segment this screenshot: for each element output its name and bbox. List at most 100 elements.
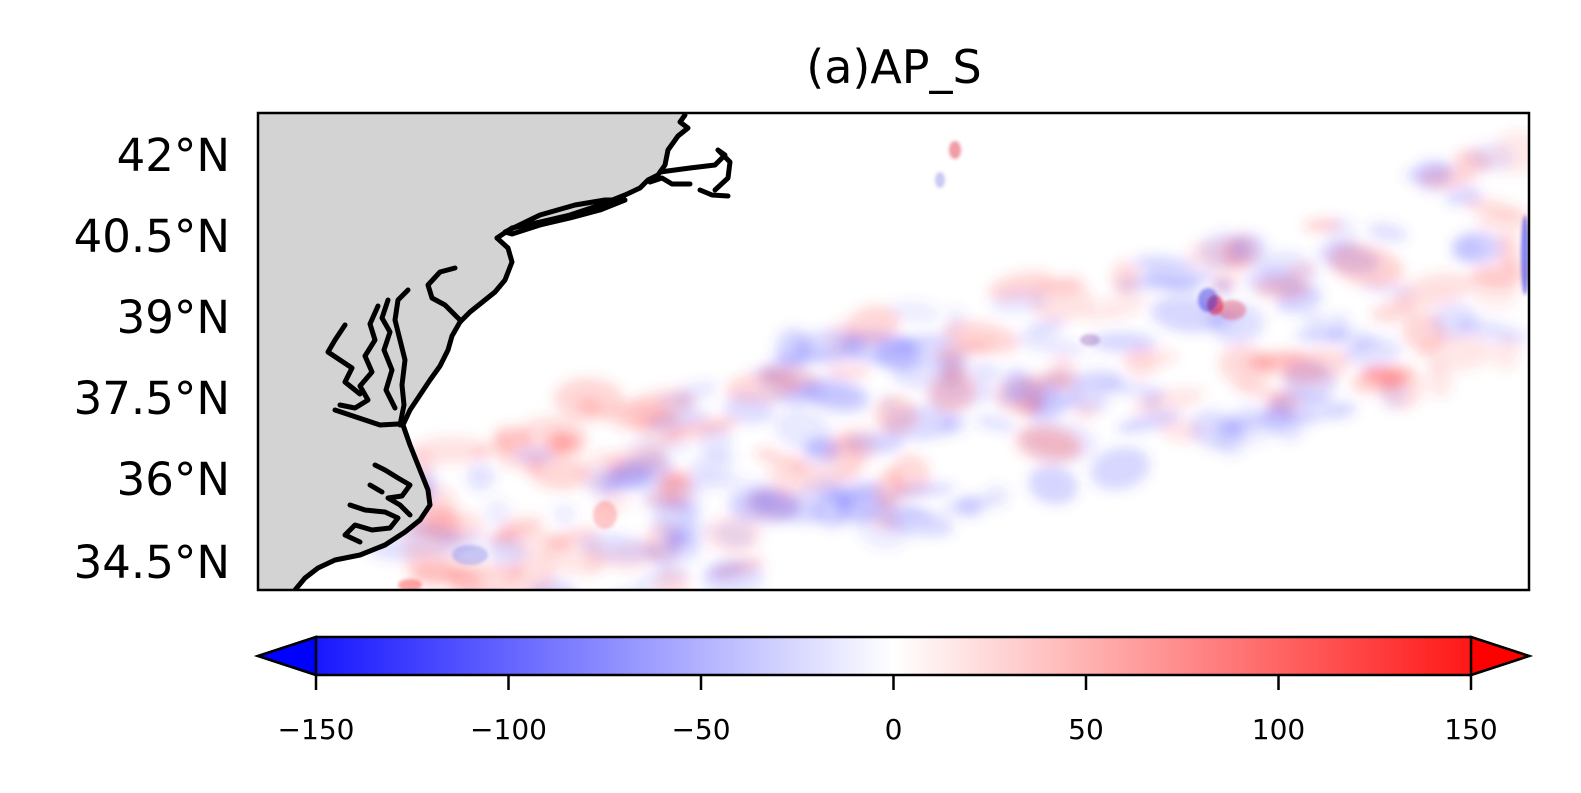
anomaly-patch (1450, 235, 1485, 263)
anomaly-patch (974, 414, 1017, 433)
anomaly-patch (1296, 327, 1372, 341)
anomaly-patch (898, 333, 954, 351)
anomaly-patch (874, 468, 905, 511)
anomaly-patch (413, 436, 491, 465)
anomaly-patch (825, 364, 871, 379)
land-area (258, 113, 688, 590)
colorbar-ticks (314, 675, 1473, 690)
anomaly-patch (556, 593, 580, 621)
anomaly-hotspot (1198, 288, 1218, 312)
map-frame (256, 111, 1531, 592)
anomaly-patch (1328, 243, 1404, 288)
anomaly-patch (516, 453, 544, 474)
anomaly-patch (599, 463, 654, 492)
anomaly-patch (723, 393, 775, 425)
colorbar-extend-low (253, 635, 318, 677)
anomaly-patch (1212, 415, 1274, 432)
anomaly-patch (1089, 332, 1157, 353)
anomaly-patch (446, 563, 526, 586)
anomaly-hotspot (949, 141, 961, 159)
anomaly-patch (1271, 389, 1335, 426)
anomaly-patch (1028, 465, 1078, 505)
anomaly-patch (529, 455, 588, 491)
lat-label-39: 39°N (116, 291, 230, 344)
anomaly-patch (1367, 222, 1408, 243)
anomaly-patch (801, 376, 871, 414)
anomaly-patch (890, 300, 941, 324)
anomaly-patch (506, 555, 557, 590)
anomaly-patch (845, 305, 901, 345)
anomaly-patch (1187, 239, 1246, 272)
anomaly-patch (495, 433, 518, 469)
lat-label-42: 42°N (116, 129, 230, 182)
lat-label-40-5: 40.5°N (73, 210, 230, 263)
anomaly-patch (484, 498, 511, 526)
anomaly-patch (553, 377, 625, 422)
lat-label-37-5: 37.5°N (73, 372, 230, 425)
anomaly-hotspot (1521, 215, 1529, 295)
anomaly-patch (1131, 387, 1205, 416)
anomaly-patch (1431, 302, 1478, 339)
anomaly-patch (1218, 344, 1273, 387)
anomaly-patch (649, 537, 679, 569)
anomaly-patch (584, 535, 606, 574)
colorbar-tick-label: 0 (884, 713, 903, 746)
colorbar-gradient (253, 635, 1534, 677)
anomaly-patch (1216, 423, 1248, 457)
anomaly-patch (1111, 260, 1140, 295)
anomaly-patch (494, 528, 572, 557)
anomaly-hotspot (935, 172, 945, 188)
anomaly-patch (1286, 263, 1316, 277)
anomaly-hotspot (593, 501, 617, 529)
anomaly-patch (465, 462, 495, 492)
anomaly-patch (1363, 365, 1401, 382)
anomaly-patch (1120, 348, 1178, 369)
anomaly-patch (730, 488, 800, 526)
anomaly-patch (1047, 275, 1084, 296)
anomaly-hotspot (398, 579, 422, 590)
lat-label-34-5: 34.5°N (73, 536, 230, 589)
anomaly-patch (943, 320, 1019, 354)
anomaly-patch (704, 515, 762, 554)
anomaly-patch (1132, 255, 1197, 274)
anomaly-patch (794, 470, 863, 493)
anomaly-patch (481, 593, 507, 620)
colorbar-tick-label: −150 (277, 713, 355, 746)
figure-title: (a)AP_S (806, 40, 982, 94)
anomaly-patch (753, 448, 782, 461)
anomaly-hotspot (1080, 334, 1100, 346)
lat-label-36: 36°N (116, 453, 230, 506)
anomaly-patch (1497, 232, 1520, 272)
coastline (292, 113, 733, 590)
anomaly-patch (1475, 210, 1529, 235)
anomaly-patch (1066, 388, 1110, 413)
anomaly-patch (1394, 272, 1473, 309)
anomaly-patch (1081, 294, 1148, 323)
anomaly-patch (1090, 446, 1150, 490)
colorbar-tick-label: −100 (470, 713, 547, 746)
anomaly-patch (686, 452, 736, 477)
anomaly-patch (659, 474, 680, 492)
anomaly-patch (1469, 272, 1519, 309)
map-content (258, 113, 1529, 641)
anomaly-patch (938, 496, 996, 514)
anomaly-patch (1167, 271, 1215, 289)
anomaly-patch (990, 290, 1049, 314)
anomaly-patch (1212, 278, 1233, 296)
anomaly-patch (1097, 381, 1168, 398)
anomaly-patch (1014, 424, 1083, 464)
anomaly-patch (888, 483, 956, 498)
anomaly-patch (479, 601, 552, 641)
anomaly-patch (802, 438, 839, 467)
anomaly-patch (969, 362, 1002, 383)
anomaly-patch (555, 601, 608, 635)
anomaly-patch (514, 593, 568, 634)
anomaly-patch (1492, 335, 1521, 370)
anomaly-patch (1002, 368, 1033, 404)
anomaly-patch (701, 560, 765, 590)
anomaly-patch (1349, 336, 1378, 352)
anomaly-hotspot (452, 545, 488, 565)
colorbar-tick-label: 50 (1068, 713, 1104, 746)
